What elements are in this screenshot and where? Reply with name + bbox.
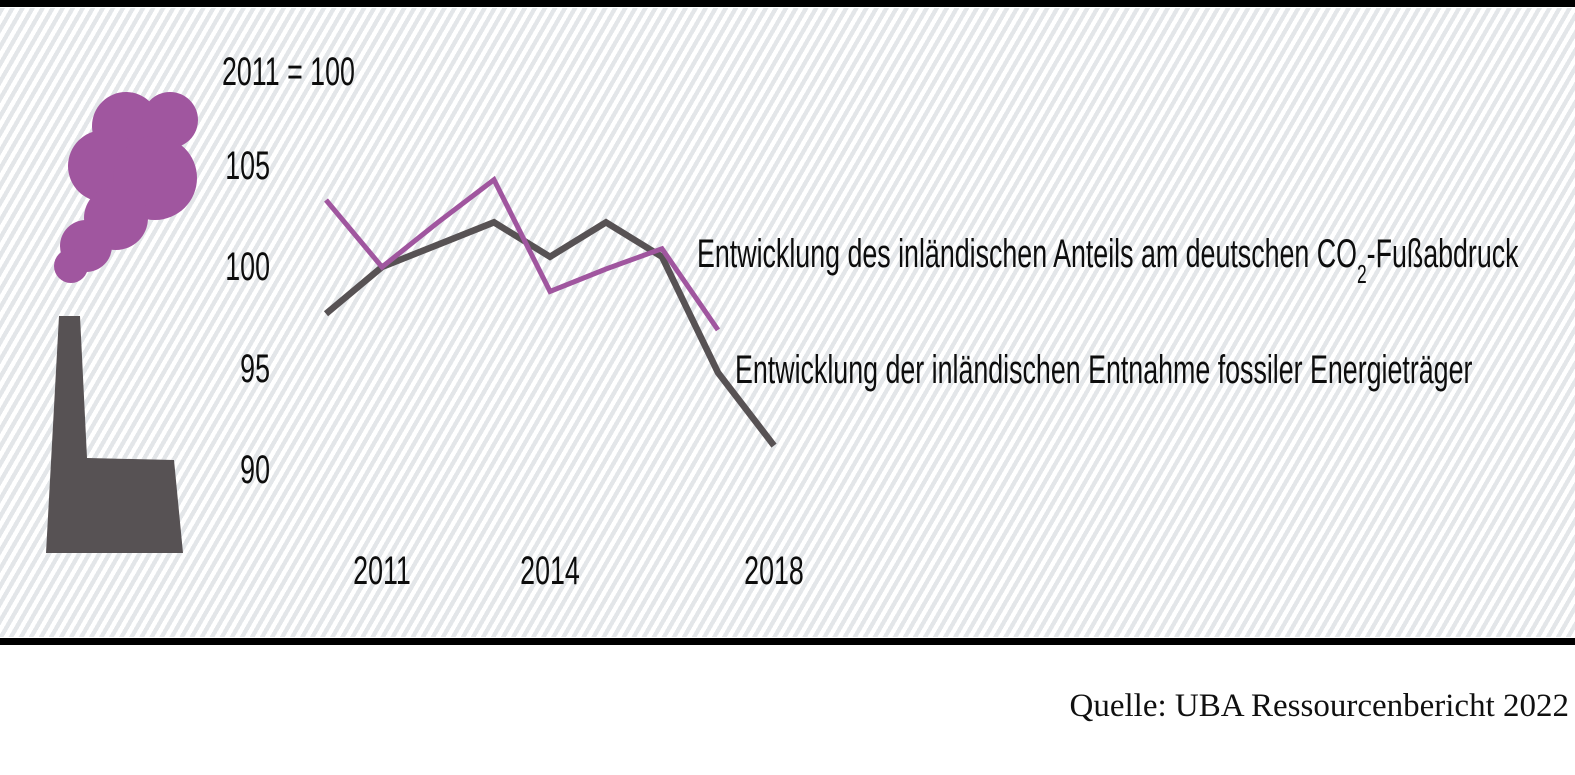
y-tick-90: 90 [240,448,270,492]
chart-area: 2011 = 100 105 100 95 90 2011 2014 2018 … [0,8,1575,637]
factory-smoke-icon [54,92,198,283]
co2-subscript: 2 [1356,259,1367,289]
source-note: Quelle: UBA Ressourcenbericht 2022 [1069,688,1569,724]
bottom-border [0,638,1575,645]
index-base-note: 2011 = 100 [222,50,355,94]
fossil-extraction-line [323,218,777,448]
y-tick-95: 95 [240,347,270,391]
factory-chimney-icon [46,316,183,553]
chart-lines [323,175,777,448]
y-tick-105: 105 [225,144,270,188]
legend-text-post: -Fußabdruck [1366,232,1519,276]
legend-co2-footprint: Entwicklung des inländischen Anteils am … [697,232,1519,287]
top-border [0,0,1575,7]
x-tick-2014: 2014 [520,549,580,593]
x-tick-2018: 2018 [744,549,804,593]
y-tick-100: 100 [225,245,270,289]
legend-fossil-extraction: Entwicklung der inländischen Entnahme fo… [735,348,1473,392]
chart-canvas [46,92,777,553]
legend-text-pre: Entwicklung des inländischen Anteils am … [697,232,1357,276]
co2-footprint-line [324,175,721,332]
x-tick-2011: 2011 [353,549,411,593]
